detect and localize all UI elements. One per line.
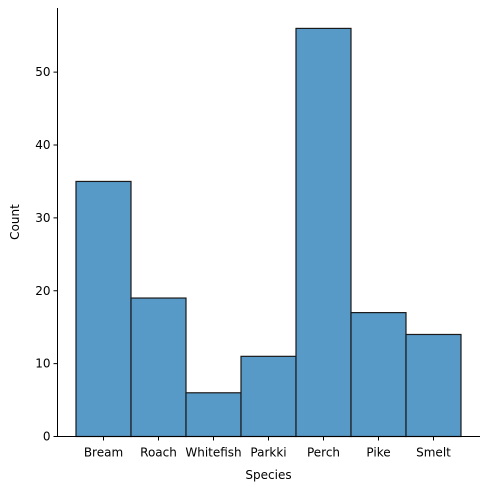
bar-parkki bbox=[240, 355, 297, 438]
x-tick-label: Bream bbox=[84, 446, 123, 460]
bar-bream bbox=[75, 180, 132, 438]
y-tick-label: 50 bbox=[35, 65, 50, 79]
bar-smelt bbox=[405, 333, 462, 438]
y-tick-label: 0 bbox=[43, 430, 51, 444]
bars-group bbox=[75, 27, 462, 438]
y-tick-label: 40 bbox=[35, 138, 50, 152]
bar-perch bbox=[295, 27, 352, 438]
x-tick-label: Parkki bbox=[250, 446, 286, 460]
x-tick-label: Whitefish bbox=[185, 446, 241, 460]
x-axis-title: Species bbox=[245, 468, 291, 482]
bar-pike bbox=[350, 312, 407, 438]
y-tick-label: 10 bbox=[35, 357, 50, 371]
x-tick-label: Smelt bbox=[416, 446, 451, 460]
x-tick-label: Roach bbox=[140, 446, 177, 460]
y-tick-label: 30 bbox=[35, 211, 50, 225]
y-ticks-group: 0 10 20 30 40 50 bbox=[35, 65, 58, 444]
x-tick-label: Pike bbox=[366, 446, 390, 460]
y-tick-label: 20 bbox=[35, 284, 50, 298]
bar-whitefish bbox=[185, 392, 242, 438]
x-tick-label: Perch bbox=[307, 446, 340, 460]
y-axis-title: Count bbox=[8, 204, 22, 240]
bar-roach bbox=[130, 297, 187, 438]
x-ticks-group: Bream Roach Whitefish Parkki Perch Pike Smelt bbox=[84, 436, 451, 460]
